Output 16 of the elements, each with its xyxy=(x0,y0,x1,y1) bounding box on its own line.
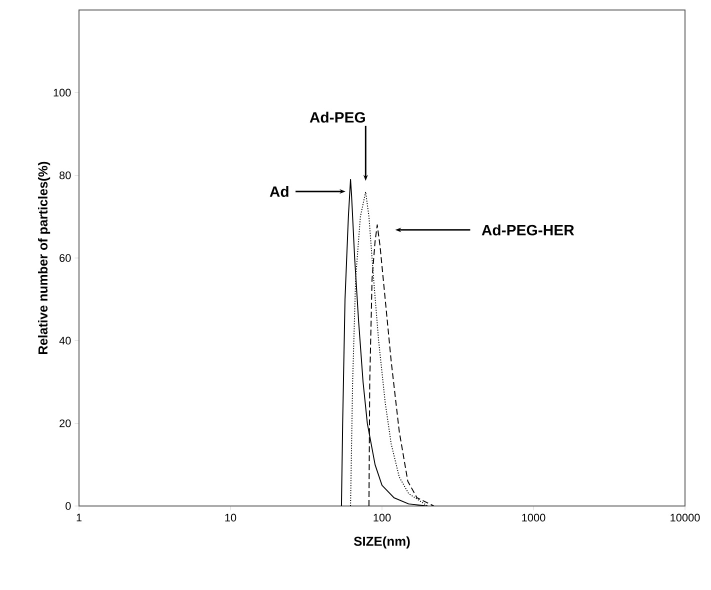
x-tick-label: 100 xyxy=(374,514,391,522)
annotation: Ad-PEG-HER xyxy=(482,224,574,236)
x-axis-title: SIZE(nm) xyxy=(354,536,410,548)
y-tick-label: 20 xyxy=(60,419,71,428)
y-tick-label: 60 xyxy=(60,254,71,262)
y-tick-label: 0 xyxy=(66,502,71,510)
annotation: Ad xyxy=(270,186,288,197)
y-axis-title: Relative number of particles(%) xyxy=(38,162,50,354)
x-tick-label: 1 xyxy=(76,514,82,522)
x-tick-label: 10 xyxy=(225,514,236,522)
y-tick-label: 40 xyxy=(59,336,71,345)
x-tick-label: 1000 xyxy=(522,514,546,522)
x-tick-label: 10000 xyxy=(670,514,700,522)
y-tick-label: 100 xyxy=(54,88,71,97)
y-tick-label: 80 xyxy=(60,171,71,180)
annotation: Ad-PEG xyxy=(310,112,365,123)
